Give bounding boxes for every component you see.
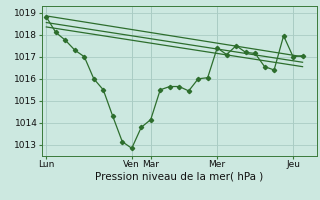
X-axis label: Pression niveau de la mer( hPa ): Pression niveau de la mer( hPa ) — [95, 172, 263, 182]
